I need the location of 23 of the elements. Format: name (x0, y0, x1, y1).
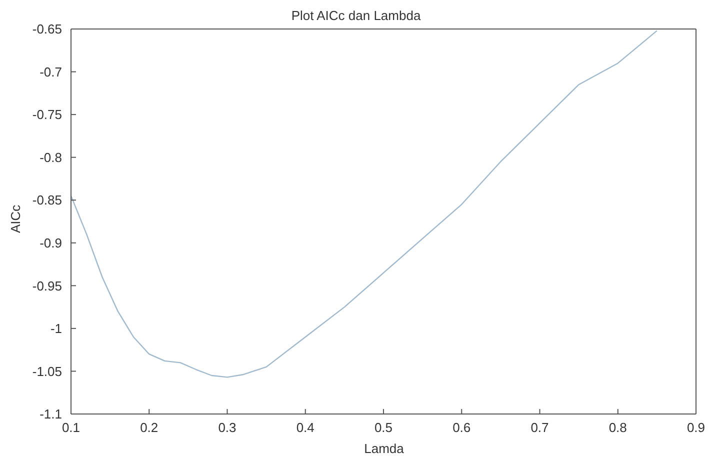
y-tick-label: -1 (50, 321, 62, 336)
x-tick-label: 0.5 (374, 420, 393, 436)
y-tick-label: -0.95 (32, 278, 62, 294)
x-axis-title: Lamda (363, 441, 405, 456)
y-tick-label: -0.65 (32, 22, 62, 37)
x-tick-label: 0.4 (296, 420, 314, 436)
x-tick-label: 0.8 (608, 420, 627, 436)
x-tick-label: 0.3 (218, 420, 236, 436)
x-tick-label: 0.7 (530, 420, 549, 436)
x-tick-label: 0.9 (686, 420, 706, 436)
y-tick-label: -1.1 (40, 406, 62, 422)
y-tick-label: -0.9 (40, 236, 62, 251)
y-tick-label: -0.85 (32, 192, 62, 208)
x-tick-label: 0.6 (452, 420, 471, 436)
y-tick-label: -0.8 (40, 150, 62, 165)
x-tick-label: 0.2 (140, 420, 158, 436)
line-series (71, 30, 658, 378)
y-tick-label: -0.7 (40, 64, 62, 80)
y-tick-label: -0.75 (32, 107, 62, 122)
y-axis-title: AICc (8, 204, 23, 233)
y-tick-label: -1.05 (32, 364, 62, 379)
chart-title: Plot AICc dan Lambda (290, 8, 422, 23)
x-tick-label: 0.1 (62, 420, 80, 436)
